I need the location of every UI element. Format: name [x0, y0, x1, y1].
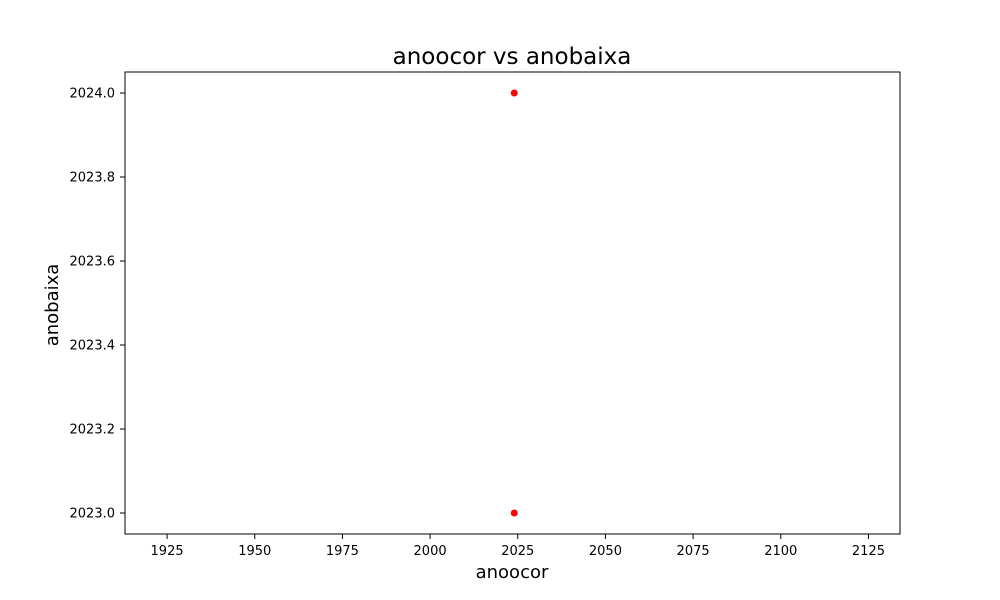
y-tick-label: 2024.0 — [70, 87, 116, 102]
plot-area-frame — [124, 71, 901, 535]
x-tick-label: 1975 — [326, 544, 359, 559]
x-tick-label: 2100 — [764, 544, 797, 559]
scatter-point — [510, 509, 518, 517]
x-tick-label: 1925 — [151, 544, 184, 559]
chart-title: anoocor vs anobaixa — [393, 44, 632, 70]
x-tick-label: 2000 — [414, 544, 447, 559]
x-tick-label: 2050 — [589, 544, 622, 559]
x-tick-label: 1950 — [238, 544, 271, 559]
x-tick-label: 2075 — [677, 544, 710, 559]
y-tick-label: 2023.4 — [70, 339, 116, 354]
data-points — [510, 89, 518, 517]
y-tick-label: 2023.8 — [70, 171, 116, 186]
x-tick-label: 2025 — [501, 544, 534, 559]
y-tick-label: 2023.0 — [70, 507, 116, 522]
x-axis-label: anoocor — [476, 562, 549, 583]
y-axis-label: anobaixa — [42, 264, 63, 347]
y-tick-label: 2023.6 — [70, 255, 116, 270]
x-tick-label: 2125 — [852, 544, 885, 559]
y-tick-label: 2023.2 — [70, 423, 116, 438]
x-axis-ticks: 1925 1950 1975 2000 2025 2050 2075 2100 2125 — [151, 534, 885, 559]
y-axis-ticks: 2023.0 2023.2 2023.4 2023.6 2023.8 2024.0 — [70, 87, 125, 522]
scatter-point — [510, 89, 518, 97]
